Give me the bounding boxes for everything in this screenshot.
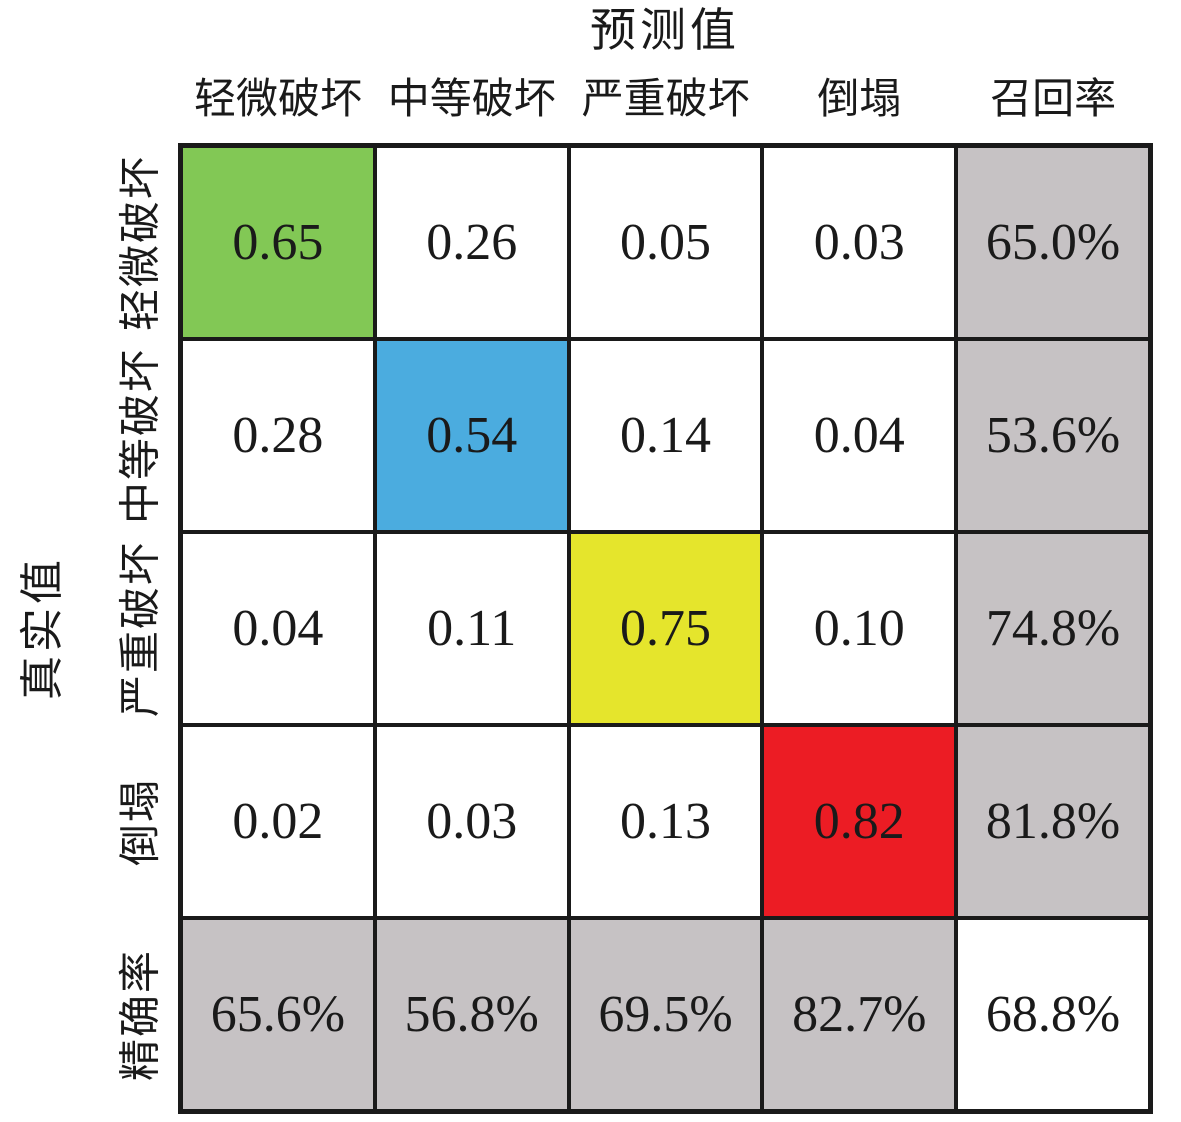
matrix-cell-r1-c3: 0.04 <box>764 341 955 530</box>
matrix-cell-r4-c4: 68.8% <box>958 920 1148 1109</box>
row-header-0: 轻微破坏 <box>118 154 165 331</box>
matrix-cell-r2-c4: 74.8% <box>958 534 1148 723</box>
col-header-1: 中等破坏 <box>387 77 556 123</box>
matrix-cell-r4-c0: 65.6% <box>183 920 373 1109</box>
row-header-3: 倒塌 <box>118 777 165 866</box>
row-header-2: 严重破坏 <box>118 540 165 717</box>
col-header-3: 倒塌 <box>817 77 902 123</box>
matrix-cell-r4-c2: 69.5% <box>570 920 761 1109</box>
matrix-grid: 0.65 0.26 0.05 0.03 65.0% 0.28 0.54 0.14 0.04 53.… <box>178 143 1153 1114</box>
matrix-cell-r0-c1: 0.26 <box>376 148 567 337</box>
col-header-4: 召回率 <box>990 77 1117 123</box>
matrix-cell-r0-c2: 0.05 <box>570 148 761 337</box>
matrix-cell-r2-c2: 0.75 <box>570 534 761 723</box>
matrix-cell-r2-c0: 0.04 <box>183 534 373 723</box>
matrix-cell-r0-c4: 65.0% <box>958 148 1148 337</box>
matrix-cell-r4-c3: 82.7% <box>764 920 955 1109</box>
matrix-cell-r1-c0: 0.28 <box>183 341 373 530</box>
col-header-0: 轻微破坏 <box>193 77 362 123</box>
matrix-cell-r3-c1: 0.03 <box>376 727 567 916</box>
matrix-cell-r1-c2: 0.14 <box>570 341 761 530</box>
matrix-cell-r0-c3: 0.03 <box>764 148 955 337</box>
matrix-cell-r3-c3: 0.82 <box>764 727 955 916</box>
matrix-cell-r0-c0: 0.65 <box>183 148 373 337</box>
row-header-1: 中等破坏 <box>118 347 165 524</box>
matrix-cell-r3-c4: 81.8% <box>958 727 1148 916</box>
matrix-cell-r4-c1: 56.8% <box>376 920 567 1109</box>
matrix-cell-r3-c0: 0.02 <box>183 727 373 916</box>
col-header-2: 严重破坏 <box>581 77 750 123</box>
x-axis-title: 预测值 <box>590 5 740 56</box>
matrix-cell-r1-c1: 0.54 <box>376 341 567 530</box>
y-axis-title: 真实值 <box>18 556 67 700</box>
row-header-4: 精确率 <box>118 948 165 1081</box>
matrix-cell-r2-c1: 0.11 <box>376 534 567 723</box>
matrix-cell-r1-c4: 53.6% <box>958 341 1148 530</box>
matrix-cell-r3-c2: 0.13 <box>570 727 761 916</box>
matrix-cell-r2-c3: 0.10 <box>764 534 955 723</box>
